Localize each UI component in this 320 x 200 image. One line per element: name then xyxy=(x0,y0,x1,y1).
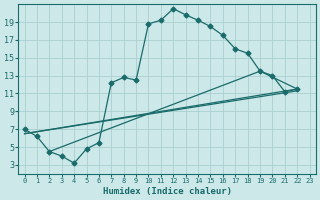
X-axis label: Humidex (Indice chaleur): Humidex (Indice chaleur) xyxy=(103,187,232,196)
